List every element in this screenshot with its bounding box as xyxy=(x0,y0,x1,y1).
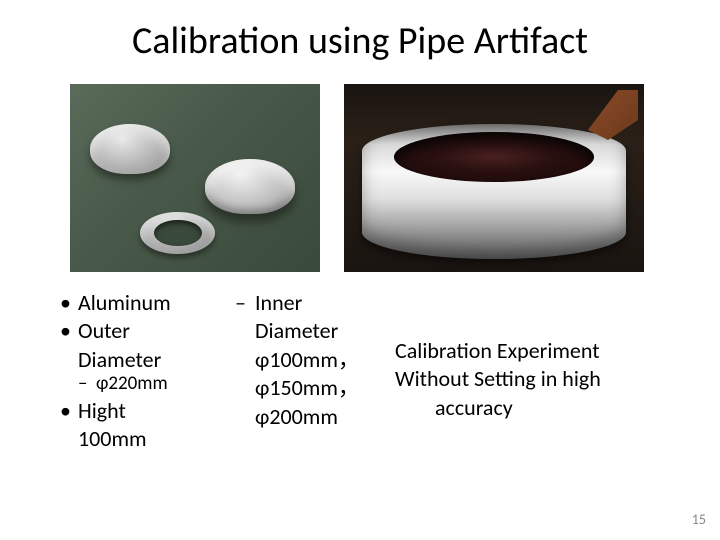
inner-value-150: φ150mm， xyxy=(235,375,395,401)
column-caption: Calibration Experiment Without Setting i… xyxy=(395,290,675,453)
slide-title: Calibration using Pipe Artifact xyxy=(0,0,720,64)
column-material-spec: Aluminum Outer Diameter φ220mm Hight 100… xyxy=(60,290,235,453)
column-inner-diameter: Inner Diameter φ100mm， φ150mm， φ200mm xyxy=(235,290,395,453)
caption-line-2: Without Setting in high xyxy=(395,366,675,392)
photo-arm-shape xyxy=(588,90,638,140)
bullet-height-value: 100mm xyxy=(60,426,235,452)
page-number: 15 xyxy=(692,511,706,528)
dash-inner-cont: Diameter xyxy=(235,318,395,344)
bullet-outer-diameter-cont: Diameter xyxy=(60,347,235,373)
photo-calibration-laser xyxy=(344,84,644,272)
inner-value-100: φ100mm， xyxy=(235,347,395,373)
bullet-aluminum: Aluminum xyxy=(60,290,235,316)
photo-ring-shape xyxy=(140,212,215,254)
sub-outer-diameter-value: φ220mm xyxy=(60,373,235,396)
bullet-outer-diameter: Outer xyxy=(60,318,235,344)
dash-inner: Inner xyxy=(235,290,395,316)
photo-laser-dot xyxy=(474,142,510,168)
caption-line-1: Calibration Experiment xyxy=(395,338,675,364)
content-row: Aluminum Outer Diameter φ220mm Hight 100… xyxy=(0,272,720,453)
images-row xyxy=(0,64,720,272)
caption-line-3: accuracy xyxy=(395,395,675,421)
bullet-height: Hight xyxy=(60,398,235,424)
inner-value-200: φ200mm xyxy=(235,404,395,430)
photo-pipe-artifacts xyxy=(70,84,320,272)
